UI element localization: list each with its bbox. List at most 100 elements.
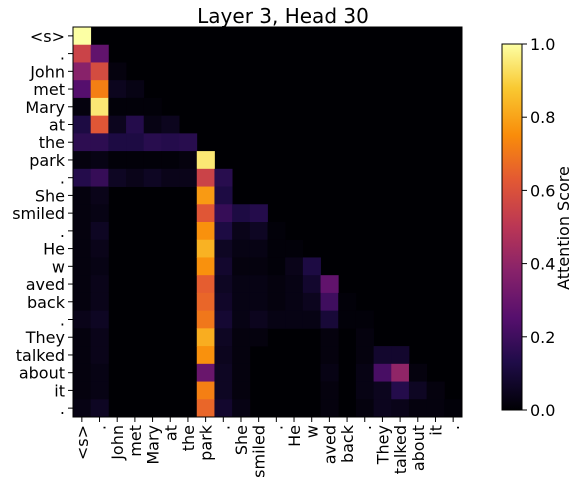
heatmap-cell xyxy=(214,186,233,205)
heatmap-cell xyxy=(161,151,180,170)
heatmap-cell xyxy=(90,346,109,365)
heatmap-cell xyxy=(196,328,215,347)
heatmap-cell xyxy=(73,275,92,294)
x-tick-label: smiled xyxy=(250,425,269,478)
heatmap-cell xyxy=(249,257,268,276)
heatmap-cell xyxy=(391,363,410,382)
heatmap-cell xyxy=(90,186,109,205)
x-tick-label: They xyxy=(373,425,392,465)
heatmap-cell xyxy=(285,310,304,329)
heatmap-cell xyxy=(108,97,127,117)
heatmap-cell xyxy=(90,399,109,418)
heatmap-cell xyxy=(214,399,233,418)
x-tick-label: . xyxy=(214,425,233,430)
heatmap-cell xyxy=(267,275,286,294)
heatmap-cell xyxy=(161,115,180,134)
x-tick-label: about xyxy=(409,425,428,471)
y-tick-label: about xyxy=(19,364,65,383)
heatmap-cell xyxy=(179,133,198,152)
x-tick-label: He xyxy=(285,425,304,447)
y-tick-label: . xyxy=(60,399,65,418)
heatmap-cell xyxy=(373,363,392,382)
y-tick-label: smiled xyxy=(12,204,65,223)
heatmap-frame xyxy=(72,26,463,418)
y-tick-label: <s> xyxy=(30,27,65,46)
x-tick-labels: <s>.JohnmetMaryatthepark.Shesmiled.Hewav… xyxy=(73,417,463,478)
heatmap-cell xyxy=(90,222,109,241)
x-tick-label: talked xyxy=(391,425,410,474)
heatmap-cell xyxy=(73,27,92,46)
heatmap-cell xyxy=(249,204,268,223)
heatmap-cell xyxy=(73,62,92,81)
heatmap-cell xyxy=(196,151,215,170)
x-tick-label: back xyxy=(338,424,357,463)
heatmap-cell xyxy=(108,151,127,170)
heatmap-cell xyxy=(355,399,374,418)
heatmap-cell xyxy=(391,399,410,418)
heatmap-cell xyxy=(108,62,127,81)
heatmap-cell xyxy=(73,257,92,276)
heatmap-cell xyxy=(126,168,145,187)
heatmap-cell xyxy=(249,328,268,347)
heatmap-cell xyxy=(143,133,162,152)
heatmap-cell xyxy=(73,204,92,223)
y-tick-label: John xyxy=(29,62,65,81)
x-tick-label: met xyxy=(126,425,145,457)
y-tick-label: w xyxy=(52,257,65,276)
heatmap-cell xyxy=(90,97,109,117)
heatmap-cell xyxy=(232,275,251,294)
heatmap-cell xyxy=(196,275,215,294)
heatmap-cell xyxy=(196,204,215,223)
y-tick-label: talked xyxy=(16,346,65,365)
heatmap-cell xyxy=(179,151,198,170)
heatmap-cell xyxy=(232,381,251,400)
heatmap-cell xyxy=(267,222,286,241)
heatmap-cell xyxy=(161,168,180,187)
heatmap-cell xyxy=(320,310,339,329)
heatmap-cell xyxy=(161,133,180,152)
heatmap-cell xyxy=(196,257,215,276)
heatmap-cell xyxy=(73,292,92,312)
x-tick-label: it xyxy=(426,425,445,436)
heatmap-cell xyxy=(214,204,233,223)
heatmap-cell xyxy=(320,328,339,347)
heatmap-cell xyxy=(214,310,233,329)
y-tick-label: met xyxy=(33,80,65,99)
heatmap-cell xyxy=(196,399,215,418)
heatmap-cell xyxy=(143,115,162,134)
heatmap-cell xyxy=(214,346,233,365)
heatmap-cell xyxy=(426,399,445,418)
heatmap-cell xyxy=(355,346,374,365)
heatmap-cell xyxy=(90,239,109,258)
heatmap-cell xyxy=(373,346,392,365)
heatmap-cell xyxy=(373,381,392,400)
heatmap-cell xyxy=(249,310,268,329)
heatmap-cell xyxy=(355,363,374,382)
y-tick-label: . xyxy=(60,222,65,241)
heatmap-cell xyxy=(143,168,162,187)
colorbar-tick-label: 1.0 xyxy=(530,35,555,54)
heatmap-cell xyxy=(320,292,339,312)
x-tick-label: park xyxy=(197,424,216,461)
y-tick-label: . xyxy=(60,45,65,64)
heatmap-cell xyxy=(143,151,162,170)
heatmap-cell xyxy=(73,222,92,241)
heatmap-cell xyxy=(126,151,145,170)
heatmap-cell xyxy=(302,275,321,294)
heatmap-cell xyxy=(196,186,215,205)
heatmap-cell xyxy=(108,133,127,152)
heatmap-cell xyxy=(73,239,92,258)
heatmap-cell xyxy=(267,257,286,276)
x-tick-label: . xyxy=(267,425,286,430)
x-tick-label: w xyxy=(303,425,322,438)
heatmap-cell xyxy=(302,310,321,329)
heatmap-cell xyxy=(73,381,92,400)
heatmap-cell xyxy=(232,204,251,223)
heatmap-cell xyxy=(232,292,251,312)
heatmap-cell xyxy=(320,275,339,294)
y-tick-label: at xyxy=(49,116,65,135)
heatmap-cell xyxy=(126,97,145,117)
heatmap-cell xyxy=(73,399,92,418)
heatmap-cell xyxy=(90,62,109,81)
heatmap-cell xyxy=(249,239,268,258)
